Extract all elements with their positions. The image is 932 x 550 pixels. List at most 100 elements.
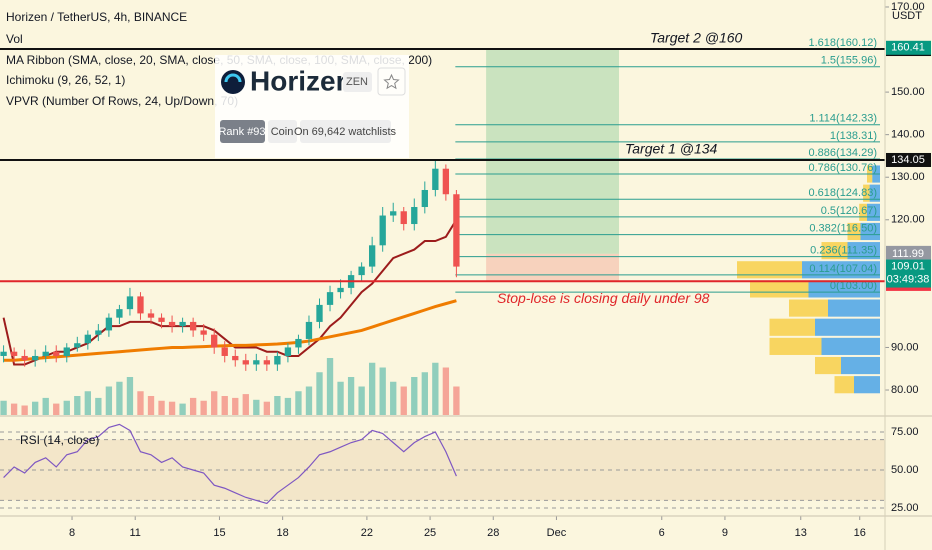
vp-down-bar: [789, 299, 828, 317]
candle-body: [126, 296, 134, 310]
rsi-line: [3, 423, 457, 505]
position-target-zone: [486, 49, 619, 254]
vp-down-bar: [750, 280, 809, 298]
volume-bar: [10, 403, 18, 415]
stop-label: Stop-lose is closing daily under 98: [497, 290, 710, 306]
volume-bar: [400, 386, 407, 415]
candle-body: [295, 338, 302, 348]
rsi-tick-label: 75.00: [891, 426, 919, 438]
candle-body: [337, 287, 344, 293]
candle-body: [53, 351, 60, 356]
vp-down-bar: [863, 184, 870, 202]
star-icon: [383, 73, 400, 90]
vp-down-bar: [834, 376, 854, 394]
fib-label: 0.5(120.67): [821, 205, 877, 217]
volume-bar: [442, 367, 450, 415]
candle-body: [63, 347, 70, 356]
candle-body: [211, 334, 218, 348]
position-stop-zone: [486, 253, 619, 282]
y-tick-label: 170.00: [891, 1, 925, 13]
candle-body: [453, 194, 460, 267]
price-badge-label: 160.41: [891, 42, 925, 54]
candle-body: [105, 317, 113, 331]
vp-up-bar: [869, 184, 880, 202]
vp-down-bar: [737, 261, 802, 279]
rsi-tick-label: 25.00: [891, 502, 919, 514]
x-tick-label: 18: [277, 527, 289, 539]
candle-body: [158, 317, 165, 322]
vp-up-bar: [828, 299, 880, 317]
volume-bar: [253, 399, 260, 415]
tag-chip: [220, 120, 265, 143]
candle-body: [232, 355, 239, 361]
star-button[interactable]: [377, 67, 406, 96]
vp-down-bar: [769, 318, 815, 336]
volume-bar: [63, 400, 70, 415]
vp-down-bar: [847, 222, 861, 241]
candle-body: [21, 355, 28, 361]
x-tick-label: 28: [487, 527, 499, 539]
symbol-card[interactable]: Horizen ZEN Rank #93 Coin On 69,642 watc…: [215, 55, 409, 158]
fib-label: 1.618(160.12): [809, 37, 878, 49]
candle-body: [32, 355, 39, 361]
volume-bar: [179, 403, 186, 415]
volume-bar: [421, 372, 428, 415]
volume-bar: [263, 401, 271, 415]
countdown: 03:49:38: [887, 273, 930, 285]
y-tick-label: 90.00: [891, 341, 919, 353]
candle-body: [411, 207, 418, 225]
y-tick-label: 130.00: [891, 171, 925, 183]
volume-bar: [137, 391, 144, 415]
target-label: Target 2 @160: [650, 30, 743, 46]
vp-down-bar: [769, 337, 822, 355]
price-badge: [886, 152, 931, 167]
volume-bar: [84, 391, 91, 415]
candle-body: [42, 351, 49, 356]
ma-line: [3, 299, 457, 362]
legend-item: Ichimoku (9, 26, 52, 1): [6, 73, 125, 87]
vp-down-bar: [821, 242, 848, 260]
vp-up-bar: [860, 222, 880, 241]
volume-bar: [74, 396, 81, 415]
x-tick-label: Dec: [547, 527, 567, 539]
ticker-chip: [343, 72, 372, 92]
volume-bar: [295, 391, 302, 415]
x-tick-label: 16: [854, 527, 866, 539]
volume-bar: [211, 391, 218, 415]
currency-label: USDT: [892, 10, 922, 22]
rsi-tick-label: 50.00: [891, 464, 919, 476]
card-tag: Coin: [271, 126, 294, 138]
volume-bar: [221, 396, 228, 415]
y-tick-label: 120.00: [891, 214, 925, 226]
candle-body: [10, 351, 18, 356]
volume-bar: [411, 377, 418, 415]
volume-bar: [358, 386, 365, 415]
volume-bar: [337, 381, 344, 415]
price-badge-label: 134.05: [891, 154, 925, 166]
target-label: Target 1 @134: [625, 141, 718, 157]
candle-body: [0, 351, 7, 356]
fib-label: 0.786(130.76): [809, 162, 878, 174]
volume-bar: [200, 400, 207, 415]
candle-body: [358, 266, 365, 276]
volume-bar: [368, 362, 376, 415]
candle-body: [274, 355, 281, 365]
candle-body: [179, 321, 186, 327]
volume-bar: [21, 405, 28, 415]
fib-label: 0.618(124.83): [809, 187, 878, 199]
card-ticker: ZEN: [346, 76, 368, 88]
fib-label: 0(103.00): [830, 280, 877, 292]
volume-bar: [53, 403, 60, 415]
card-tag: Rank #93: [218, 126, 265, 138]
vp-up-bar: [821, 337, 880, 355]
y-tick-label: 150.00: [891, 86, 925, 98]
fib-label: 0.236(111.35): [810, 244, 877, 256]
logo-arc: [224, 73, 242, 83]
volume-bar: [326, 358, 334, 415]
volume-bar: [242, 394, 249, 415]
candle-body: [400, 211, 407, 225]
x-tick-label: 15: [213, 527, 225, 539]
fib-label: 1(138.31): [830, 130, 877, 142]
candle-body: [253, 360, 260, 365]
